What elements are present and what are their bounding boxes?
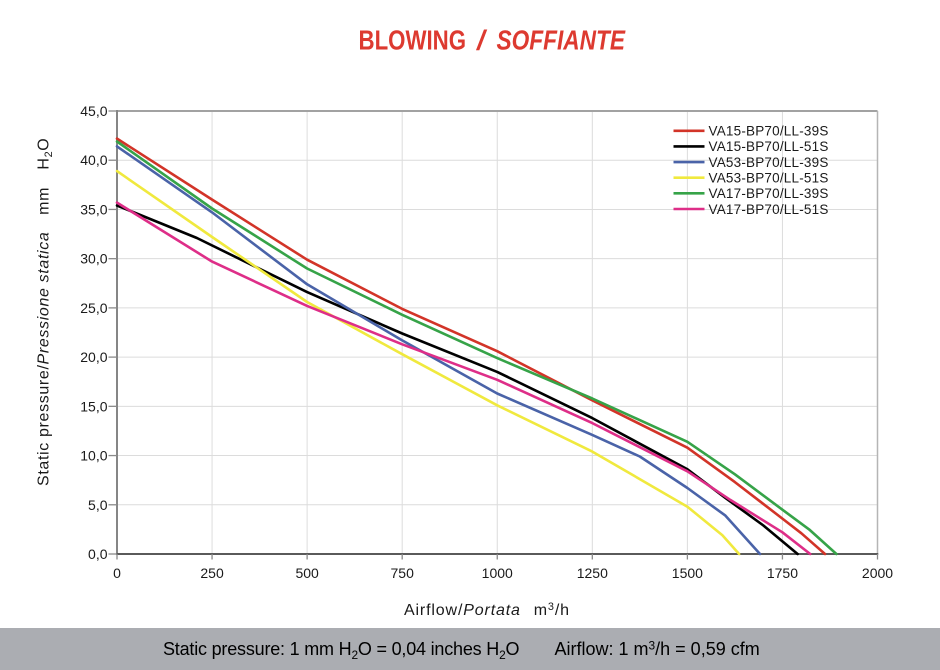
- svg-text:VA17-BP70/LL-51S: VA17-BP70/LL-51S: [709, 202, 829, 217]
- svg-text:1250: 1250: [577, 565, 608, 581]
- svg-text:VA53-BP70/LL-51S: VA53-BP70/LL-51S: [709, 171, 829, 186]
- svg-text:BLOWING: BLOWING: [359, 24, 467, 55]
- svg-text:VA53-BP70/LL-39S: VA53-BP70/LL-39S: [709, 155, 829, 170]
- svg-text:VA17-BP70/LL-39S: VA17-BP70/LL-39S: [709, 186, 829, 201]
- svg-text:30,0: 30,0: [80, 251, 107, 267]
- svg-text:1000: 1000: [482, 565, 513, 581]
- svg-text:VA15-BP70/LL-39S: VA15-BP70/LL-39S: [709, 124, 829, 139]
- svg-text:45,0: 45,0: [80, 103, 107, 119]
- svg-text:250: 250: [200, 565, 224, 581]
- svg-text:10,0: 10,0: [80, 448, 107, 464]
- svg-text:20,0: 20,0: [80, 349, 107, 365]
- svg-text:VA15-BP70/LL-51S: VA15-BP70/LL-51S: [709, 139, 829, 154]
- svg-text:750: 750: [391, 565, 415, 581]
- svg-text:SOFFIANTE: SOFFIANTE: [497, 24, 627, 55]
- svg-text:/: /: [475, 24, 488, 55]
- svg-text:1750: 1750: [767, 565, 798, 581]
- svg-text:15,0: 15,0: [80, 398, 107, 414]
- svg-text:Static pressure/Pressione stat: Static pressure/Pressione statica mm H2O: [36, 138, 56, 486]
- svg-text:5,0: 5,0: [88, 497, 108, 513]
- svg-text:40,0: 40,0: [80, 152, 107, 168]
- svg-text:0: 0: [113, 565, 121, 581]
- svg-text:Airflow: 1 m3/h = 0,59 cfm: Airflow: 1 m3/h = 0,59 cfm: [555, 639, 760, 659]
- svg-text:2000: 2000: [862, 565, 893, 581]
- svg-text:500: 500: [295, 565, 319, 581]
- svg-text:35,0: 35,0: [80, 201, 107, 217]
- svg-text:25,0: 25,0: [80, 300, 107, 316]
- svg-text:0,0: 0,0: [88, 546, 108, 562]
- svg-text:Airflow/Portata m3/h: Airflow/Portata m3/h: [404, 601, 570, 619]
- svg-text:1500: 1500: [672, 565, 703, 581]
- svg-text:Static pressure: 1 mm H2O = 0,: Static pressure: 1 mm H2O = 0,04 inches …: [163, 639, 519, 662]
